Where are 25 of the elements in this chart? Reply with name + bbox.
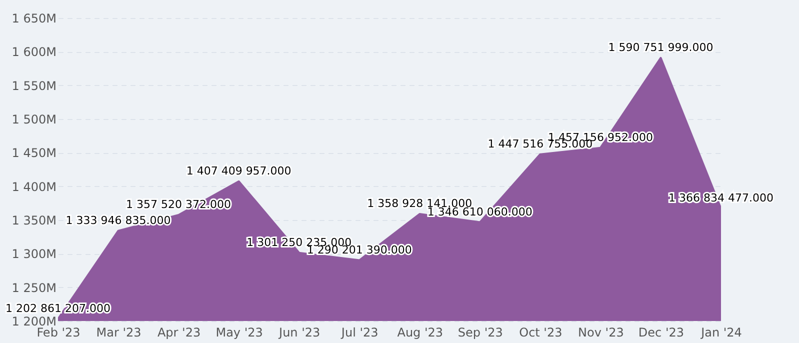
x-tick-label: Jan '24	[700, 326, 742, 340]
y-tick-label: 1 600M	[12, 45, 56, 60]
x-tick-label: Feb '23	[36, 326, 80, 340]
y-tick-label: 1 500M	[12, 112, 56, 126]
x-tick-label: Jul '23	[340, 326, 378, 340]
y-tick-label: 1 250M	[12, 280, 56, 295]
x-tick-label: Oct '23	[519, 326, 562, 340]
x-tick-label: Dec '23	[638, 326, 684, 340]
y-tick-label: 1 650M	[12, 12, 56, 26]
x-tick-label: May '23	[216, 326, 263, 340]
x-tick-label: Jun '23	[278, 326, 320, 340]
y-tick-label: 1 350M	[12, 214, 56, 228]
data-label: 1 202 861 207.000	[6, 302, 110, 316]
y-tick-label: 1 200M	[12, 314, 56, 328]
x-tick-label: Sep '23	[458, 326, 503, 340]
x-tick-label: Apr '23	[157, 326, 201, 340]
x-tick-label: Aug '23	[397, 326, 444, 340]
data-label: 1 407 409 957.000	[186, 164, 292, 178]
y-tick-label: 1 450M	[12, 146, 56, 160]
data-label: 1 590 751 999.000	[608, 40, 714, 54]
x-tick-label: Nov '23	[578, 326, 624, 340]
y-tick-label: 1 550M	[12, 78, 56, 93]
y-tick-label: 1 400M	[12, 180, 56, 194]
y-tick-label: 1 300M	[12, 247, 56, 262]
x-tick-label: Mar '23	[96, 326, 142, 340]
